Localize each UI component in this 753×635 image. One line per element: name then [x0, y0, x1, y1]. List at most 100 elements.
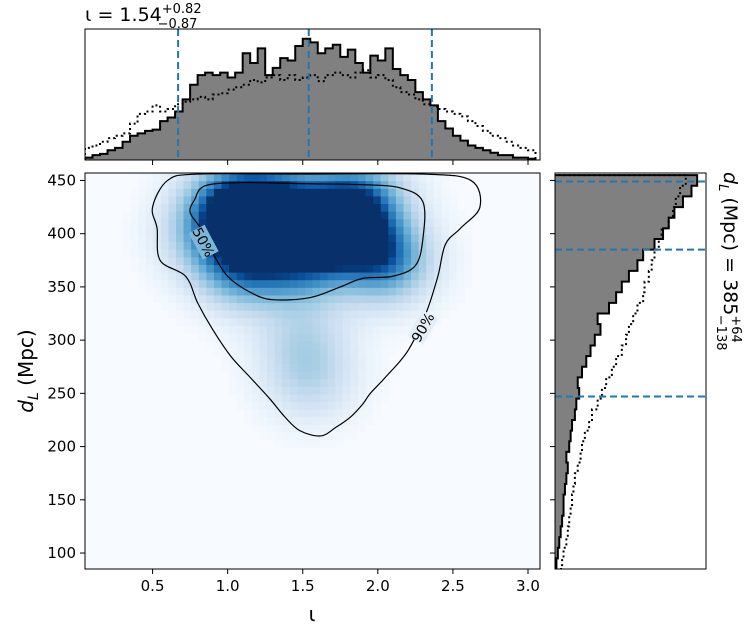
density-cell	[259, 256, 268, 265]
density-cell	[267, 401, 276, 410]
density-cell	[206, 279, 215, 288]
density-cell	[198, 218, 207, 227]
density-cell	[183, 256, 192, 265]
density-cell	[350, 173, 359, 182]
density-cell	[327, 249, 336, 258]
density-cell	[403, 332, 412, 342]
density-cell	[342, 249, 352, 258]
density-cell	[395, 325, 405, 334]
density-cell	[282, 180, 291, 189]
density-cell	[426, 264, 435, 273]
density-cell	[267, 218, 276, 227]
density-cell	[380, 272, 389, 281]
density-cell	[160, 195, 170, 205]
density-cell	[229, 279, 238, 288]
density-cell	[289, 294, 298, 304]
density-cell	[274, 439, 283, 448]
density-cell	[411, 249, 420, 258]
density-cell	[373, 348, 382, 357]
density-cell	[380, 371, 389, 380]
density-cell	[236, 241, 245, 250]
density-cell	[395, 195, 405, 205]
density-cell	[365, 310, 374, 319]
density-cell	[122, 211, 132, 220]
density-cell	[289, 431, 298, 441]
density-cell	[198, 264, 207, 273]
density-cell	[395, 340, 405, 349]
density-cell	[449, 256, 458, 265]
density-cell	[191, 317, 200, 326]
density-cell	[213, 211, 223, 220]
density-cell	[380, 279, 389, 288]
density-cell	[441, 256, 450, 265]
density-cell	[373, 409, 382, 418]
density-cell	[335, 188, 344, 197]
density-cell	[320, 393, 329, 403]
density-cell	[418, 211, 427, 220]
density-cell	[297, 249, 306, 258]
density-cell	[304, 173, 314, 182]
density-cell	[358, 226, 367, 235]
density-cell	[297, 256, 306, 265]
density-cell	[350, 355, 359, 364]
density-cell	[388, 256, 397, 265]
density-cell	[380, 393, 389, 403]
density-cell	[244, 317, 253, 326]
density-cell	[206, 272, 215, 281]
density-cell	[395, 249, 405, 258]
density-cell	[373, 233, 382, 243]
density-cell	[282, 218, 291, 227]
density-cell	[365, 264, 374, 273]
density-cell	[259, 325, 268, 334]
density-cell	[327, 355, 336, 364]
density-cell	[259, 188, 268, 197]
density-cell	[183, 302, 192, 311]
density-cell	[373, 241, 382, 250]
density-cell	[433, 287, 443, 296]
density-cell	[365, 409, 374, 418]
density-cell	[251, 393, 261, 403]
distance-title-upper: +64	[728, 315, 743, 342]
density-cell	[229, 188, 238, 197]
density-cell	[183, 241, 192, 250]
density-cell	[244, 226, 253, 235]
density-cell	[320, 348, 329, 357]
density-cell	[388, 203, 397, 212]
density-cell	[198, 180, 207, 189]
density-cell	[176, 226, 185, 235]
density-cell	[320, 310, 329, 319]
density-cell	[350, 371, 359, 380]
density-cell	[411, 188, 420, 197]
density-cell	[327, 180, 336, 189]
density-cell	[206, 195, 215, 205]
density-cell	[411, 264, 420, 273]
density-cell	[403, 218, 412, 227]
density-cell	[251, 310, 261, 319]
density-cell	[320, 317, 329, 326]
density-cell	[130, 249, 139, 258]
density-cell	[274, 272, 283, 281]
density-cell	[373, 355, 382, 364]
density-cell	[388, 241, 397, 250]
density-cell	[213, 340, 223, 349]
density-cell	[335, 340, 344, 349]
density-cell	[259, 226, 268, 235]
density-cell	[320, 241, 329, 250]
density-cell	[244, 340, 253, 349]
density-cell	[418, 180, 427, 189]
density-cell	[426, 279, 435, 288]
density-cell	[282, 287, 291, 296]
density-cell	[320, 287, 329, 296]
density-cell	[191, 203, 200, 212]
density-cell	[403, 180, 412, 189]
density-cell	[312, 211, 321, 220]
density-cell	[433, 249, 443, 258]
density-cell	[297, 218, 306, 227]
density-cell	[312, 233, 321, 243]
density-cell	[160, 233, 170, 243]
density-cell	[282, 264, 291, 273]
density-cell	[365, 203, 374, 212]
density-cell	[289, 310, 298, 319]
density-cell	[350, 226, 359, 235]
density-cell	[168, 203, 177, 212]
